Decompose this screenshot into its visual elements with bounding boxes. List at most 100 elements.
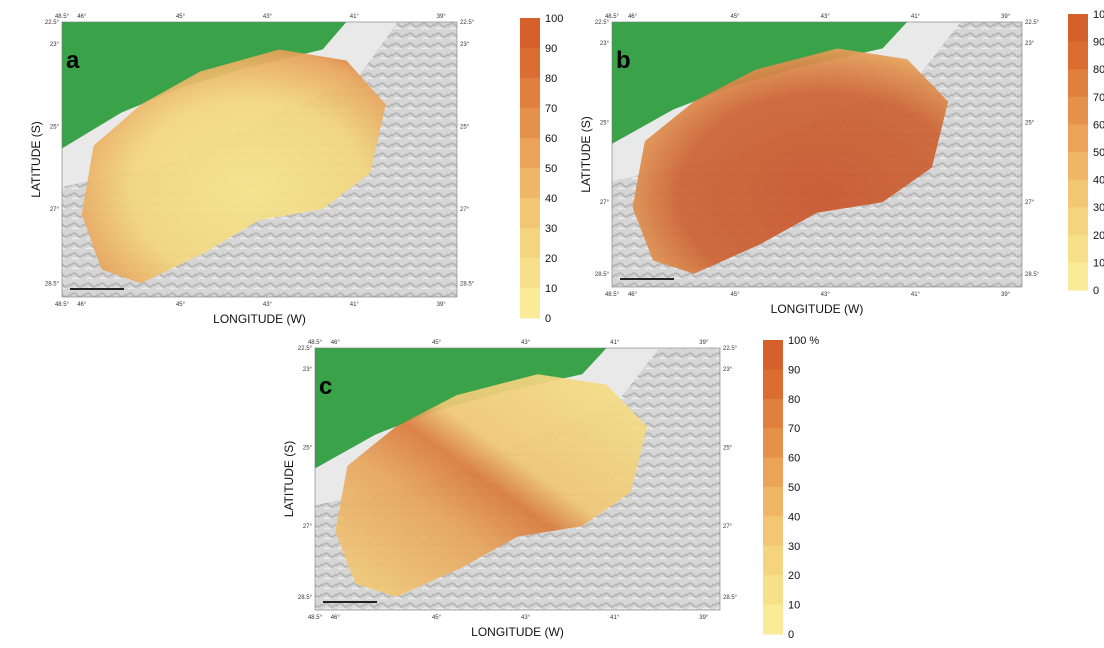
colorbar-band xyxy=(1068,14,1088,42)
lon-tick-bottom: 43° xyxy=(521,615,531,621)
lon-tick-top: 41° xyxy=(350,14,360,20)
lat-tick-left: 23° xyxy=(50,42,60,48)
lon-tick-bottom: 45° xyxy=(730,292,740,298)
colorbar-band xyxy=(1068,97,1088,125)
lat-tick-right: 22.5° xyxy=(1025,20,1040,26)
colorbar-label: 20 xyxy=(1093,230,1104,242)
map-panel: a48.5°48.5°46°46°45°45°43°43°41°41°39°39… xyxy=(29,13,563,326)
lon-tick-bottom: 39° xyxy=(437,302,447,308)
lat-tick-right: 28.5° xyxy=(1025,272,1040,278)
colorbar-label: 0 xyxy=(788,629,794,641)
colorbar-label: 90 xyxy=(545,43,557,55)
panel-letter: b xyxy=(616,47,631,74)
lon-tick-bottom: 48.5° xyxy=(605,292,620,298)
colorbar-band xyxy=(763,516,783,546)
lat-tick-left: 28.5° xyxy=(595,272,610,278)
colorbar-label: 40 xyxy=(788,511,800,523)
lon-tick-top: 39° xyxy=(1001,14,1011,20)
colorbar-label: 60 xyxy=(788,453,800,465)
map-panel: c48.5°48.5°46°46°45°45°43°43°41°41°39°39… xyxy=(282,335,819,641)
colorbar-label: 30 xyxy=(788,541,800,553)
lon-tick-bottom: 39° xyxy=(699,615,709,621)
lat-tick-left: 22.5° xyxy=(45,20,60,26)
lon-tick-bottom: 46° xyxy=(77,302,87,308)
lat-tick-left: 27° xyxy=(50,207,60,213)
colorbar-label: 60 xyxy=(545,133,557,145)
colorbar-label: 90 xyxy=(788,364,800,376)
lat-tick-right: 23° xyxy=(723,367,733,373)
colorbar-label: 70 xyxy=(1093,92,1104,104)
lat-tick-left: 23° xyxy=(600,41,610,47)
lon-tick-bottom: 43° xyxy=(821,292,831,298)
panel-letter: c xyxy=(319,373,332,400)
y-axis-label: LATITUDE (S) xyxy=(579,116,593,192)
lon-tick-top: 46° xyxy=(77,14,87,20)
y-axis-label: LATITUDE (S) xyxy=(282,441,296,517)
lon-tick-top: 45° xyxy=(730,14,740,20)
colorbar-band xyxy=(763,487,783,517)
colorbar-band xyxy=(520,78,540,109)
lat-tick-left: 25° xyxy=(303,446,313,452)
lon-tick-bottom: 46° xyxy=(628,292,638,298)
colorbar-label: 100 % xyxy=(788,335,819,347)
lon-tick-top: 43° xyxy=(263,14,273,20)
lat-tick-right: 25° xyxy=(1025,121,1035,127)
lon-tick-top: 41° xyxy=(610,340,620,346)
lon-tick-top: 45° xyxy=(432,340,442,346)
colorbar-label: 50 xyxy=(1093,147,1104,159)
lon-tick-bottom: 41° xyxy=(350,302,360,308)
colorbar-band xyxy=(520,288,540,319)
lat-tick-right: 27° xyxy=(460,207,470,213)
lat-tick-left: 25° xyxy=(50,125,60,131)
colorbar-label: 100 xyxy=(1093,9,1104,21)
lat-tick-left: 22.5° xyxy=(298,346,313,352)
lat-tick-right: 22.5° xyxy=(723,346,738,352)
lat-tick-left: 27° xyxy=(303,524,313,530)
colorbar-label: 30 xyxy=(1093,202,1104,214)
map-panel: b48.5°48.5°46°46°45°45°43°43°41°41°39°39… xyxy=(579,9,1104,316)
colorbar-label: 100 xyxy=(545,13,563,25)
colorbar-label: 50 xyxy=(545,163,557,175)
colorbar-band xyxy=(1068,262,1088,290)
colorbar-band xyxy=(1068,152,1088,180)
colorbar-label: 10 xyxy=(1093,257,1104,269)
lat-tick-right: 27° xyxy=(1025,200,1035,206)
figure: a48.5°48.5°46°46°45°45°43°43°41°41°39°39… xyxy=(0,0,1104,648)
colorbar-band xyxy=(1068,69,1088,97)
colorbar-band xyxy=(520,108,540,139)
x-axis-label: LONGITUDE (W) xyxy=(471,625,564,639)
colorbar-label: 80 xyxy=(1093,64,1104,76)
colorbar-band xyxy=(763,458,783,488)
lon-tick-bottom: 46° xyxy=(331,615,341,621)
colorbar-label: 20 xyxy=(788,570,800,582)
colorbar-label: 40 xyxy=(1093,175,1104,187)
colorbar-band xyxy=(763,369,783,399)
colorbar-label: 40 xyxy=(545,193,557,205)
lon-tick-bottom: 45° xyxy=(176,302,186,308)
colorbar-label: 70 xyxy=(788,423,800,435)
colorbar-band xyxy=(1068,207,1088,235)
lat-tick-right: 22.5° xyxy=(460,20,475,26)
colorbar-band xyxy=(763,340,783,370)
colorbar-band xyxy=(520,228,540,259)
lon-tick-bottom: 41° xyxy=(911,292,921,298)
colorbar-label: 60 xyxy=(1093,119,1104,131)
lon-tick-bottom: 43° xyxy=(263,302,273,308)
y-axis-label: LATITUDE (S) xyxy=(29,121,43,197)
colorbar-label: 90 xyxy=(1093,37,1104,49)
lat-tick-right: 28.5° xyxy=(723,595,738,601)
colorbar-band xyxy=(520,138,540,169)
colorbar-label: 30 xyxy=(545,223,557,235)
lon-tick-top: 43° xyxy=(521,340,531,346)
colorbar-label: 0 xyxy=(545,313,551,325)
colorbar-band xyxy=(763,399,783,429)
lat-tick-left: 22.5° xyxy=(595,20,610,26)
colorbar-label: 10 xyxy=(545,283,557,295)
x-axis-label: LONGITUDE (W) xyxy=(213,312,306,326)
lon-tick-bottom: 41° xyxy=(610,615,620,621)
colorbar-label: 0 xyxy=(1093,285,1099,297)
lat-tick-left: 28.5° xyxy=(45,281,60,287)
colorbar-band xyxy=(520,48,540,79)
colorbar-label: 70 xyxy=(545,103,557,115)
lon-tick-bottom: 48.5° xyxy=(308,615,323,621)
